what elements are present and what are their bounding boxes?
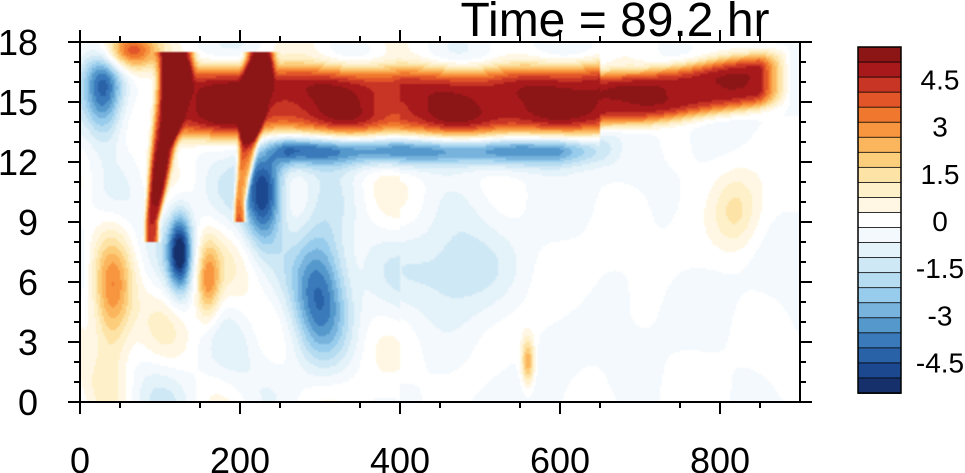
colorbar-swatch xyxy=(857,212,902,229)
colorbar-swatch xyxy=(857,91,902,109)
colorbar-swatch xyxy=(857,197,902,214)
x-tick-label: 200 xyxy=(210,440,270,473)
colorbar-tick-label: -4.5 xyxy=(916,348,964,379)
colorbar-swatch xyxy=(857,347,902,364)
heatmap-field xyxy=(80,42,800,402)
colorbar-swatch xyxy=(857,151,902,169)
colorbar-swatch xyxy=(857,257,902,274)
colorbar-swatch xyxy=(857,181,902,199)
x-tick-label: 0 xyxy=(70,440,90,473)
y-tick-label: 6 xyxy=(18,262,38,303)
colorbar-swatch xyxy=(857,287,902,304)
colorbar-swatch xyxy=(857,46,902,63)
colorbar-swatch xyxy=(857,377,902,394)
colorbar-tick-label: 1.5 xyxy=(921,159,960,190)
colorbar-swatch xyxy=(857,302,902,319)
colorbar-tick-label: 0 xyxy=(932,206,948,237)
colorbar-swatch xyxy=(857,227,902,244)
colorbar-tick-label: 3 xyxy=(932,112,948,143)
colorbar-tick-labels: 4.5 3 1.5 0 -1.5 -3 -4.5 xyxy=(916,64,964,378)
x-axis-tick-labels: 0 200 400 600 800 xyxy=(70,440,750,473)
y-tick-label: 9 xyxy=(18,202,38,243)
colorbar-swatch xyxy=(857,136,902,154)
colorbar-tick-label: -1.5 xyxy=(916,253,964,284)
x-tick-label: 400 xyxy=(370,440,430,473)
y-tick-label: 15 xyxy=(0,82,38,123)
y-tick-label: 18 xyxy=(0,22,38,63)
colorbar xyxy=(857,46,902,394)
chart-title: Time = 89.2 hr xyxy=(460,0,769,47)
colorbar-swatch xyxy=(857,272,902,289)
colorbar-swatch xyxy=(857,106,902,124)
y-tick-label: 3 xyxy=(18,322,38,363)
colorbar-swatch xyxy=(857,332,902,349)
colorbar-tick-label: -3 xyxy=(928,300,953,331)
y-tick-label: 0 xyxy=(18,382,38,423)
x-axis-ticks xyxy=(79,30,761,414)
colorbar-tick-label: 4.5 xyxy=(921,64,960,95)
y-axis-ticks xyxy=(68,41,812,403)
colorbar-swatch xyxy=(857,121,902,139)
colorbar-swatch xyxy=(857,317,902,334)
colorbar-swatch xyxy=(857,362,902,379)
colorbar-frame xyxy=(857,46,902,394)
colorbar-swatch xyxy=(857,166,902,184)
y-axis-tick-labels: 0 3 6 9 12 15 18 xyxy=(0,22,38,423)
colorbar-swatch xyxy=(857,61,902,78)
x-tick-label: 600 xyxy=(530,440,590,473)
y-tick-label: 12 xyxy=(0,142,38,183)
x-tick-label: 800 xyxy=(690,440,750,473)
colorbar-swatch xyxy=(857,76,902,94)
colorbar-swatch xyxy=(857,242,902,259)
